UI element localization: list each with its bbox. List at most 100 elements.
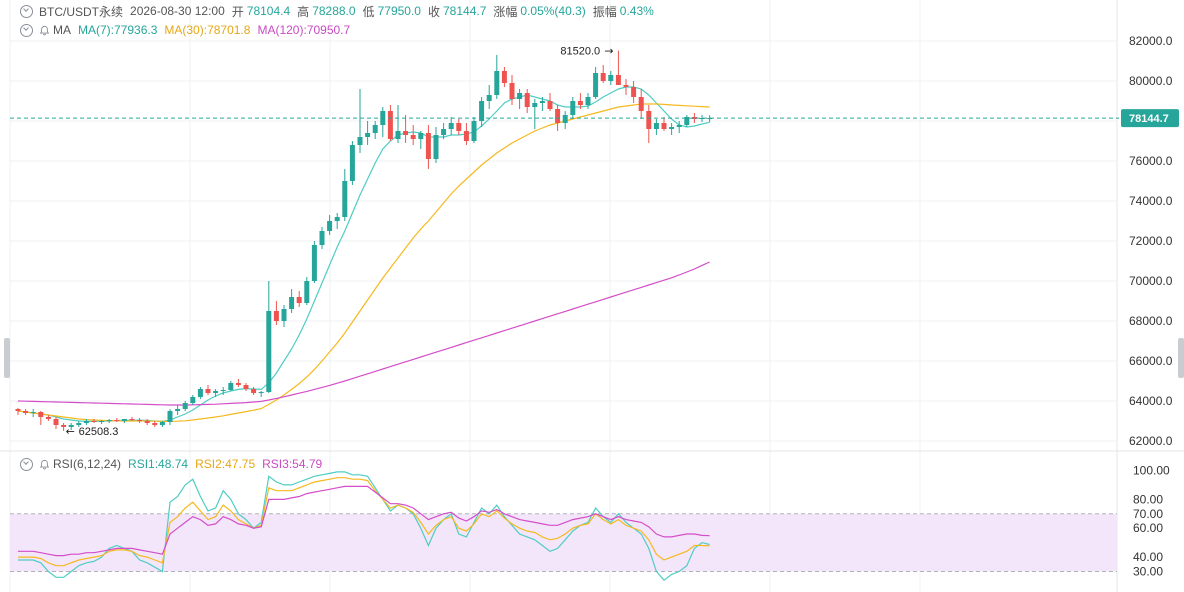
candle-body: [129, 419, 135, 420]
candle-body: [486, 95, 492, 101]
candle-body: [547, 101, 553, 109]
low-price-annotation: 62508.3: [79, 426, 119, 438]
candle-body: [524, 93, 530, 107]
price-tick-label: 74000.0: [1129, 194, 1173, 208]
candle-body: [182, 403, 188, 409]
ma120-value: MA(120):70950.7: [257, 23, 351, 37]
candle-body: [251, 389, 257, 393]
candle-body: [243, 385, 249, 389]
candle-body: [456, 123, 462, 131]
collapse-toggle-icon[interactable]: [20, 4, 33, 18]
rsi1-value: RSI1:48.74: [128, 457, 189, 471]
ohlc-header: BTC/USDT永续 2026-08-30 12:00 开 78104.4 高 …: [20, 3, 661, 19]
candle-body: [570, 101, 576, 115]
rsi-tick-label: 60.00: [1133, 521, 1163, 535]
rsi-lines: [18, 471, 710, 582]
candle-datetime: 2026-08-30 12:00: [130, 4, 225, 18]
candle-body: [387, 111, 393, 139]
candle-body: [471, 121, 477, 141]
candle-body: [190, 397, 196, 403]
candle-body: [289, 297, 295, 309]
candle-body: [448, 123, 454, 129]
high-label: 高: [297, 4, 310, 19]
ma-line-30: [17, 103, 710, 422]
candle-body: [441, 129, 447, 135]
candle-body: [653, 123, 659, 129]
price-tick-label: 82000.0: [1129, 34, 1173, 48]
rsi-tick-label: 40.00: [1133, 550, 1163, 564]
candle-body: [296, 297, 302, 303]
candle-body: [30, 412, 36, 413]
candle-body: [334, 217, 340, 221]
candle-body: [509, 83, 515, 99]
candle-body: [213, 391, 219, 393]
rsi-line-1: [18, 471, 710, 582]
candle-body: [600, 73, 606, 81]
candle-body: [23, 411, 29, 413]
candle-body: [99, 421, 105, 422]
right-panel-handle[interactable]: [1178, 338, 1184, 378]
moving-average-lines: [17, 86, 710, 423]
candle-body: [281, 309, 287, 321]
ma-legend: MA MA(7):77936.3 MA(30):78701.8 MA(120):…: [20, 22, 357, 38]
candle-body: [91, 421, 97, 422]
candle-body: [707, 118, 713, 120]
candle-body: [311, 245, 317, 281]
rsi-indicator-name[interactable]: RSI(6,12,24): [53, 457, 122, 471]
candle-body: [61, 425, 67, 427]
high-arrow-icon: →: [604, 45, 613, 58]
rsi-bell-icon[interactable]: [39, 459, 50, 470]
price-annotations: 81520.0 → ← 62508.3: [66, 45, 614, 438]
candle-body: [539, 101, 545, 103]
candle-body: [273, 311, 279, 321]
candle-body: [365, 133, 371, 137]
candle-body: [68, 425, 74, 427]
candle-body: [517, 93, 523, 99]
candle-body: [418, 133, 424, 139]
candle-body: [372, 125, 378, 133]
candle-body: [228, 383, 234, 390]
price-tick-label: 66000.0: [1129, 354, 1173, 368]
candle-body: [577, 101, 583, 105]
open-value: 78104.4: [246, 4, 291, 18]
ma-indicator-name[interactable]: MA: [53, 23, 71, 37]
high-price-annotation: 81520.0: [560, 46, 600, 58]
candle-body: [220, 390, 226, 391]
candle-body: [532, 103, 538, 107]
candle-body: [410, 135, 416, 139]
candle-body: [159, 422, 165, 425]
rsi-collapse-toggle-icon[interactable]: [20, 457, 33, 471]
candle-body: [38, 412, 44, 417]
candle-body: [395, 131, 401, 139]
rsi-line-3: [18, 485, 710, 557]
candle-body: [205, 389, 211, 393]
ma30-value: MA(30):78701.8: [164, 23, 251, 37]
last-price-marker: 78144.7: [10, 109, 1179, 128]
candle-body: [501, 71, 507, 83]
last-price-label: 78144.7: [1129, 113, 1169, 125]
candle-body: [615, 75, 621, 85]
candle-body: [494, 71, 500, 95]
candle-body: [425, 133, 431, 159]
price-axis: 82000.080000.078000.076000.074000.072000…: [1129, 34, 1173, 448]
close-value: 78144.7: [443, 4, 487, 18]
candle-body: [699, 118, 705, 119]
candle-body: [623, 85, 629, 87]
candle-body: [676, 125, 682, 127]
amplitude-label: 振幅: [592, 4, 617, 19]
candle-body: [433, 135, 439, 159]
ma-collapse-toggle-icon[interactable]: [20, 23, 33, 37]
left-panel-handle[interactable]: [4, 338, 10, 378]
candle-body: [608, 75, 614, 81]
candle-body: [76, 423, 82, 425]
symbol-name[interactable]: BTC/USDT永续: [39, 4, 124, 19]
bell-icon[interactable]: [39, 25, 50, 36]
candle-body: [45, 417, 51, 419]
close-label: 收: [427, 4, 440, 19]
price-tick-label: 76000.0: [1129, 154, 1173, 168]
candle-body: [357, 137, 363, 145]
rsi-line-2: [18, 477, 710, 567]
candle-body: [593, 73, 599, 97]
candle-body: [266, 311, 272, 392]
